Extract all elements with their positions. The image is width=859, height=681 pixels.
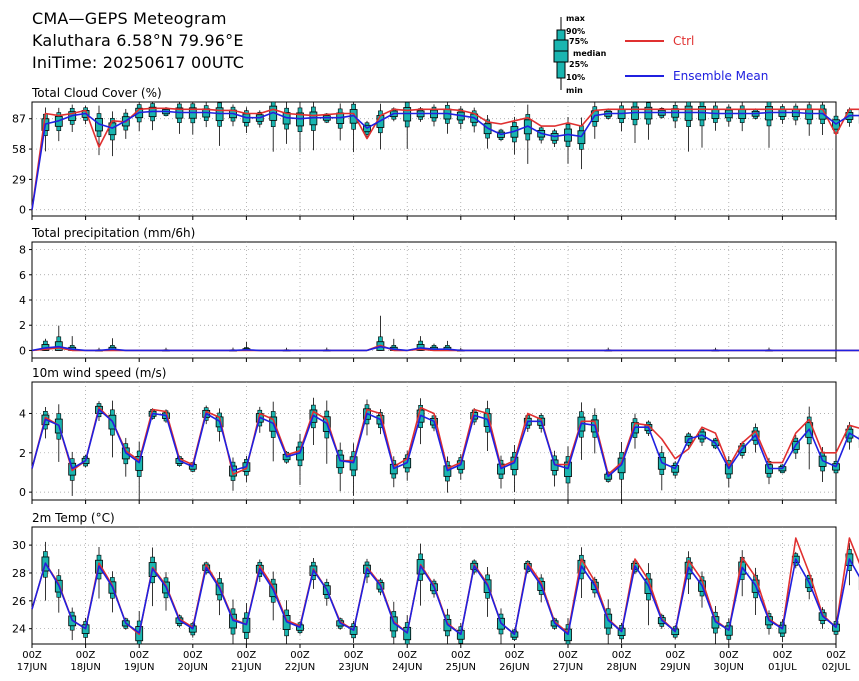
x-tick-label-time: 00Z <box>451 650 471 661</box>
x-tick-label-date: 01JUL <box>768 662 797 673</box>
x-tick-label-time: 00Z <box>505 650 525 661</box>
panel-frame-wind <box>31 381 837 501</box>
y-tick-label: 2 <box>19 447 26 460</box>
x-tick-label-time: 00Z <box>719 650 739 661</box>
legend-box-label-1: 90% <box>566 27 585 36</box>
mean-line-precip <box>31 345 859 352</box>
legend-box-label-3: median <box>573 49 607 58</box>
legend-box-label-0: max <box>566 14 586 23</box>
x-tick-label-date: 20JUN <box>178 662 208 673</box>
y-tick-label: 0 <box>19 204 26 217</box>
x-tick-label-date: 17JUN <box>17 662 47 673</box>
y-tick-label: 0 <box>19 344 26 357</box>
init-time-label: IniTime: 20250617 00UTC <box>32 53 245 72</box>
panel-title-temp: 2m Temp (°C) <box>32 511 115 525</box>
y-tick-label: 4 <box>19 294 26 307</box>
y-tick-label: 8 <box>19 244 26 257</box>
x-tick-label-time: 00Z <box>344 650 364 661</box>
y-tick-label: 26 <box>12 595 26 608</box>
x-tick-label-date: 26JUN <box>499 662 529 673</box>
x-tick-label-date: 23JUN <box>338 662 368 673</box>
mean-line-cloud <box>31 110 859 210</box>
x-tick-label-time: 00Z <box>665 650 685 661</box>
x-tick-label-date: 28JUN <box>606 662 636 673</box>
x-tick-label-time: 00Z <box>183 650 203 661</box>
legend-ctrl-label: Ctrl <box>673 34 694 48</box>
panel-frame-temp <box>31 526 837 645</box>
legend-mean-label: Ensemble Mean <box>673 69 768 83</box>
y-tick-label: 6 <box>19 269 26 282</box>
panel-title-cloud: Total Cloud Cover (%) <box>31 86 162 100</box>
y-tick-label: 58 <box>12 143 26 156</box>
mean-line-wind <box>31 408 859 478</box>
x-tick-label-time: 00Z <box>773 650 793 661</box>
x-tick-label-date: 02JUL <box>822 662 851 673</box>
x-tick-label-time: 00Z <box>826 650 846 661</box>
x-tick-label-date: 29JUN <box>660 662 690 673</box>
y-tick-label: 2 <box>19 319 26 332</box>
meteogram-title: CMA—GEPS Meteogram <box>32 9 227 28</box>
legend-box-label-4: 25% <box>569 60 588 69</box>
y-tick-label: 29 <box>12 173 26 186</box>
y-tick-label: 24 <box>12 623 26 636</box>
y-tick-label: 28 <box>12 567 26 580</box>
ctrl-line-cloud <box>31 107 859 210</box>
x-tick-label-time: 00Z <box>558 650 578 661</box>
y-tick-label: 0 <box>19 486 26 499</box>
x-tick-label-time: 00Z <box>129 650 149 661</box>
x-tick-label-date: 25JUN <box>446 662 476 673</box>
x-tick-label-date: 18JUN <box>70 662 100 673</box>
legend-box-label-5: 10% <box>566 73 585 82</box>
panel-frame-cloud <box>31 101 837 217</box>
x-tick-label-time: 00Z <box>22 650 42 661</box>
x-tick-label-time: 00Z <box>612 650 632 661</box>
legend-box-label-2: 75% <box>569 37 588 46</box>
mean-line-temp <box>31 558 859 636</box>
x-tick-label-date: 22JUN <box>285 662 315 673</box>
box-inner <box>135 456 144 471</box>
x-tick-label-time: 00Z <box>76 650 96 661</box>
y-tick-label: 87 <box>12 113 26 126</box>
x-tick-label-time: 00Z <box>237 650 257 661</box>
title-block: CMA—GEPS Meteogram Kaluthara 6.58°N 79.9… <box>32 8 244 74</box>
x-tick-label-date: 19JUN <box>124 662 154 673</box>
x-tick-label-date: 30JUN <box>714 662 744 673</box>
x-tick-label-time: 00Z <box>397 650 417 661</box>
y-tick-label: 4 <box>19 407 26 420</box>
location-label: Kaluthara 6.58°N 79.96°E <box>32 31 244 50</box>
x-tick-label-date: 21JUN <box>231 662 261 673</box>
x-tick-label-time: 00Z <box>290 650 310 661</box>
ctrl-line-wind <box>31 406 859 476</box>
legend-box-label-6: min <box>566 86 583 95</box>
panel-title-precip: Total precipitation (mm/6h) <box>31 226 195 240</box>
x-tick-label-date: 27JUN <box>553 662 583 673</box>
y-tick-label: 30 <box>12 539 26 552</box>
x-tick-label-date: 24JUN <box>392 662 422 673</box>
panel-title-wind: 10m wind speed (m/s) <box>32 366 166 380</box>
